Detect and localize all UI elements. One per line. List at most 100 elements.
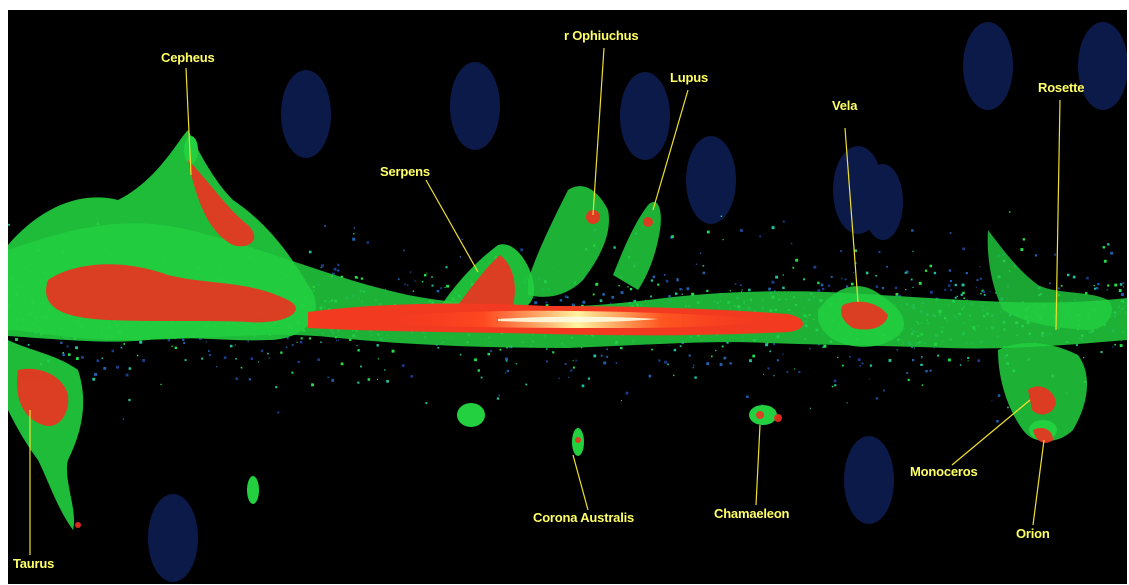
speckle-dot — [910, 278, 913, 281]
speckle-dot — [648, 374, 652, 378]
speckle-dot — [954, 283, 957, 287]
label-orion: Orion — [1016, 526, 1050, 541]
speckle-dot — [235, 358, 237, 360]
speckle-dot — [545, 301, 548, 304]
speckle-dot — [702, 265, 705, 267]
speckle-dot — [904, 271, 907, 274]
leader-line-serpens — [425, 179, 479, 273]
isolated-cloud — [247, 476, 259, 504]
label-cepheus: Cepheus — [161, 50, 215, 65]
speckle-dot — [92, 377, 96, 381]
speckle-dot — [1102, 246, 1105, 249]
speckle-dot — [767, 367, 770, 370]
speckle-dot — [459, 353, 462, 356]
label-ophiuchus: r Ophiuchus — [564, 28, 638, 43]
red-core — [75, 522, 81, 528]
speckle-dot — [959, 364, 962, 366]
dark-oval — [148, 494, 198, 582]
speckle-dot — [199, 337, 202, 341]
speckle-dot — [234, 344, 236, 346]
speckle-dot — [1054, 253, 1057, 256]
speckle-dot — [823, 344, 827, 348]
speckle-dot — [336, 340, 338, 342]
speckle-dot — [673, 374, 675, 377]
speckle-dot — [506, 346, 508, 349]
speckle-dot — [268, 357, 270, 359]
speckle-dot — [979, 277, 982, 280]
speckle-dot — [338, 339, 340, 341]
speckle-dot — [868, 378, 870, 380]
speckle-dot — [898, 294, 902, 298]
speckle-dot — [859, 365, 861, 367]
leader-line-cepheus — [185, 67, 192, 176]
speckle-dot — [841, 364, 844, 367]
speckle-dot — [296, 341, 298, 343]
speckle-dot — [611, 295, 615, 299]
speckle-dot — [794, 368, 796, 370]
speckle-dot — [629, 288, 633, 291]
speckle-dot — [681, 293, 683, 295]
red-core — [756, 411, 764, 419]
speckle-dot — [404, 283, 406, 285]
speckle-dot — [446, 284, 449, 288]
speckle-dot — [582, 300, 586, 304]
speckle-dot — [377, 358, 380, 360]
speckle-dot — [722, 239, 724, 241]
speckle-dot — [673, 348, 677, 352]
speckle-dot — [320, 267, 322, 269]
speckle-dot — [386, 380, 389, 383]
speckle-dot — [247, 340, 250, 343]
speckle-dot — [1122, 282, 1125, 285]
speckle-dot — [571, 303, 575, 307]
speckle-dot — [120, 346, 123, 349]
speckle-dot — [949, 232, 952, 234]
speckle-dot — [1118, 289, 1122, 292]
dark-oval — [963, 22, 1013, 110]
speckle-dot — [665, 279, 669, 283]
speckle-dot — [918, 281, 922, 285]
speckle-dot — [711, 355, 713, 358]
speckle-dot — [912, 286, 914, 288]
speckle-dot — [937, 354, 940, 357]
speckle-dot — [357, 381, 360, 384]
speckle-dot — [123, 343, 126, 345]
speckle-dot — [676, 278, 679, 282]
dark-oval — [450, 62, 500, 150]
speckle-dot — [1097, 283, 1100, 286]
speckle-dot — [947, 358, 951, 362]
speckle-dot — [746, 395, 749, 398]
red-core — [774, 414, 782, 422]
red-core — [1028, 386, 1056, 415]
speckle-dot — [668, 345, 670, 346]
speckle-dot — [331, 379, 335, 382]
speckle-dot — [587, 377, 590, 380]
speckle-dot — [995, 292, 997, 294]
speckle-dot — [933, 271, 937, 275]
dark-oval — [1078, 22, 1127, 110]
speckle-dot — [62, 353, 65, 356]
speckle-dot — [962, 291, 965, 295]
speckle-dot — [759, 235, 762, 238]
speckle-dot — [1049, 282, 1051, 285]
speckle-dot — [128, 398, 131, 402]
speckle-dot — [1114, 343, 1116, 346]
speckle-dot — [896, 349, 898, 351]
speckle-dot — [920, 363, 923, 366]
speckle-dot — [333, 267, 337, 271]
speckle-dot — [581, 347, 583, 349]
speckle-dot — [60, 341, 63, 344]
speckle-dot — [739, 229, 743, 232]
speckle-dot — [327, 376, 329, 378]
speckle-dot — [75, 346, 78, 350]
speckle-dot — [749, 359, 752, 363]
label-rosette: Rosette — [1038, 80, 1084, 95]
speckle-dot — [1020, 248, 1024, 251]
speckle-dot — [967, 356, 970, 359]
speckle-dot — [857, 358, 861, 362]
speckle-dot — [948, 269, 952, 272]
speckle-dot — [664, 360, 667, 364]
label-corona-australis: Corona Australis — [533, 510, 634, 525]
speckle-dot — [726, 341, 729, 344]
speckle-dot — [360, 277, 363, 280]
speckle-dot — [813, 265, 817, 269]
